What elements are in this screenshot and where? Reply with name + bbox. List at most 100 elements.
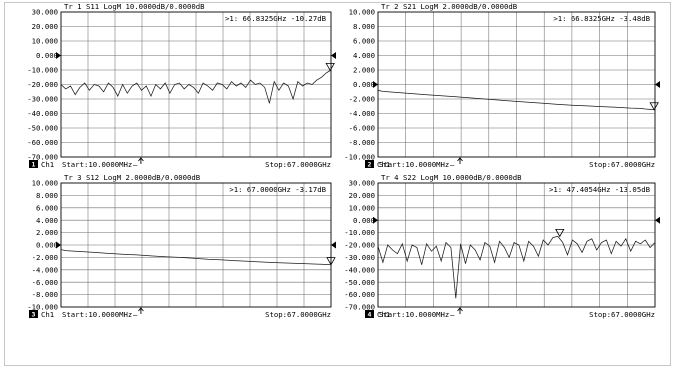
y-tick-label: 0.000 (353, 80, 375, 89)
grid (378, 183, 655, 307)
y-tick-label: 6.000 (36, 203, 58, 212)
y-tick-label: -20.000 (27, 80, 58, 89)
marker-readout: >1: 67.0000GHz -3.17dB (229, 185, 326, 194)
channel-label: Ch1 (377, 160, 390, 169)
reference-left-arrow (56, 241, 61, 249)
y-tick-label: 10.000 (349, 203, 375, 212)
start-label: Start:10.0000MHz (62, 310, 132, 319)
trace-header: Tr 4 S22 LogM 10.0000dB/0.0000dB (381, 173, 522, 182)
channel-badge-box (29, 160, 38, 168)
y-tick-label: -20.000 (344, 241, 375, 250)
y-tick-label: -10.000 (27, 66, 58, 75)
y-tick-label: 2.000 (353, 66, 375, 75)
stimulus-pointer-head (138, 307, 144, 312)
y-tick-label: 20.000 (32, 22, 58, 31)
start-label: Start:10.0000MHz (62, 160, 132, 169)
grid (378, 12, 655, 157)
marker-1-icon[interactable] (555, 228, 565, 238)
y-tick-label: 20.000 (349, 191, 375, 200)
y-tick-labels: 30.000 20.000 10.000 0.000 -10.000 -20.000 -30… (27, 8, 58, 162)
y-tick-label: 2.000 (36, 228, 58, 237)
stimulus-pointer-icon (138, 307, 144, 314)
trace-panel-4: Tr 4 S22 LogM 10.0000dB/0.0000dB>1: 47.4… (344, 173, 660, 319)
y-tick-label: -4.000 (32, 265, 58, 274)
stimulus-pointer-head (457, 307, 463, 312)
stimulus-pointer-icon (457, 157, 463, 164)
y-tick-label: -2.000 (32, 253, 58, 262)
marker-1-icon[interactable] (325, 62, 335, 72)
start-label: Start:10.0000MHz (379, 160, 449, 169)
y-tick-label: -10.000 (27, 303, 58, 312)
y-tick-label: -10.000 (344, 153, 375, 162)
y-tick-label: -70.000 (344, 303, 375, 312)
y-tick-label: -70.000 (27, 153, 58, 162)
channel-badge-number: 4 (368, 311, 372, 319)
channel-badge-box (29, 310, 38, 318)
trace-panel-1: Tr 1 S11 LogM 10.0000dB/0.0000dB >1: 66.8… (27, 2, 336, 169)
reference-left-arrow (56, 52, 61, 59)
marker-1-icon[interactable] (649, 102, 659, 111)
stimulus-pointer-icon (138, 157, 144, 164)
trace-line (377, 85, 656, 111)
stimulus-pointer-icon (457, 307, 463, 314)
reference-right-arrow (655, 81, 660, 88)
y-tick-labels: 10.000 8.000 6.000 4.000 2.000 0.000 -2.000 -4.… (27, 179, 58, 312)
channel-badge-number: 3 (32, 311, 36, 319)
screen-frame (4, 2, 671, 366)
y-tick-label: 0.000 (36, 51, 58, 60)
y-tick-label: 10.000 (32, 37, 58, 46)
grid (61, 183, 331, 307)
stimulus-pointer-head (138, 157, 144, 162)
y-tick-label: 4.000 (36, 216, 58, 225)
start-dash: — (450, 160, 455, 169)
trace-panel-3: Tr 3 S12 LogM 2.0000dB/0.0000dB >1: 67.00… (27, 173, 336, 319)
y-tick-label: -6.000 (349, 124, 375, 133)
trace-header: Tr 1 S11 LogM 10.0000dB/0.0000dB (64, 2, 205, 11)
reference-right-arrow (331, 52, 336, 59)
stop-label: Stop:67.0000GHz (589, 310, 655, 319)
y-tick-label: 8.000 (36, 191, 58, 200)
y-tick-label: -30.000 (344, 253, 375, 262)
y-tick-label: 30.000 (349, 179, 375, 188)
trace-header: Tr 2 S21 LogM 2.0000dB/0.0000dB (381, 2, 518, 11)
y-tick-label: -50.000 (344, 278, 375, 287)
channel-label: Ch1 (41, 310, 54, 319)
stop-label: Stop:67.0000GHz (589, 160, 655, 169)
y-tick-label: -40.000 (27, 109, 58, 118)
start-dash: — (133, 160, 138, 169)
y-tick-label: -8.000 (32, 290, 58, 299)
start-label: Start:10.0000MHz (379, 310, 449, 319)
reference-left-arrow (373, 81, 378, 88)
trace-line (60, 245, 332, 266)
marker-readout: >1: 66.8325GHz -3.48dB (553, 14, 650, 23)
channel-badge-box (365, 160, 374, 168)
y-tick-label: -8.000 (349, 138, 375, 147)
y-tick-label: 30.000 (32, 8, 58, 17)
y-tick-label: -4.000 (349, 109, 375, 118)
channel-badge-box (365, 310, 374, 318)
y-tick-label: -40.000 (344, 265, 375, 274)
y-tick-label: 0.000 (36, 241, 58, 250)
y-tick-label: 4.000 (353, 51, 375, 60)
y-tick-label: -2.000 (349, 95, 375, 104)
marker-readout: >1: 66.8325GHz -10.27dB (225, 14, 327, 23)
plot-border (377, 182, 656, 308)
stimulus-pointer-head (457, 157, 463, 162)
start-dash: — (450, 310, 455, 319)
trace-panel-2: Tr 2 S21 LogM 2.0000dB/0.0000dB >1: 66.83… (344, 2, 660, 169)
y-tick-label: -10.000 (344, 228, 375, 237)
y-tick-label: 6.000 (353, 37, 375, 46)
y-tick-label: 10.000 (32, 179, 58, 188)
channel-badge-number: 2 (368, 161, 372, 169)
marker-1-icon[interactable] (326, 257, 336, 266)
y-tick-label: -60.000 (27, 138, 58, 147)
y-tick-labels: 30.000 20.000 10.000 0.000 -10.000 -20.000 -30… (344, 179, 375, 312)
channel-badge-number: 1 (32, 161, 36, 169)
y-tick-label: 10.000 (349, 8, 375, 17)
y-tick-label: 8.000 (353, 22, 375, 31)
y-tick-label: -50.000 (27, 124, 58, 133)
stop-label: Stop:67.0000GHz (265, 310, 331, 319)
channel-label: Ch1 (41, 160, 54, 169)
